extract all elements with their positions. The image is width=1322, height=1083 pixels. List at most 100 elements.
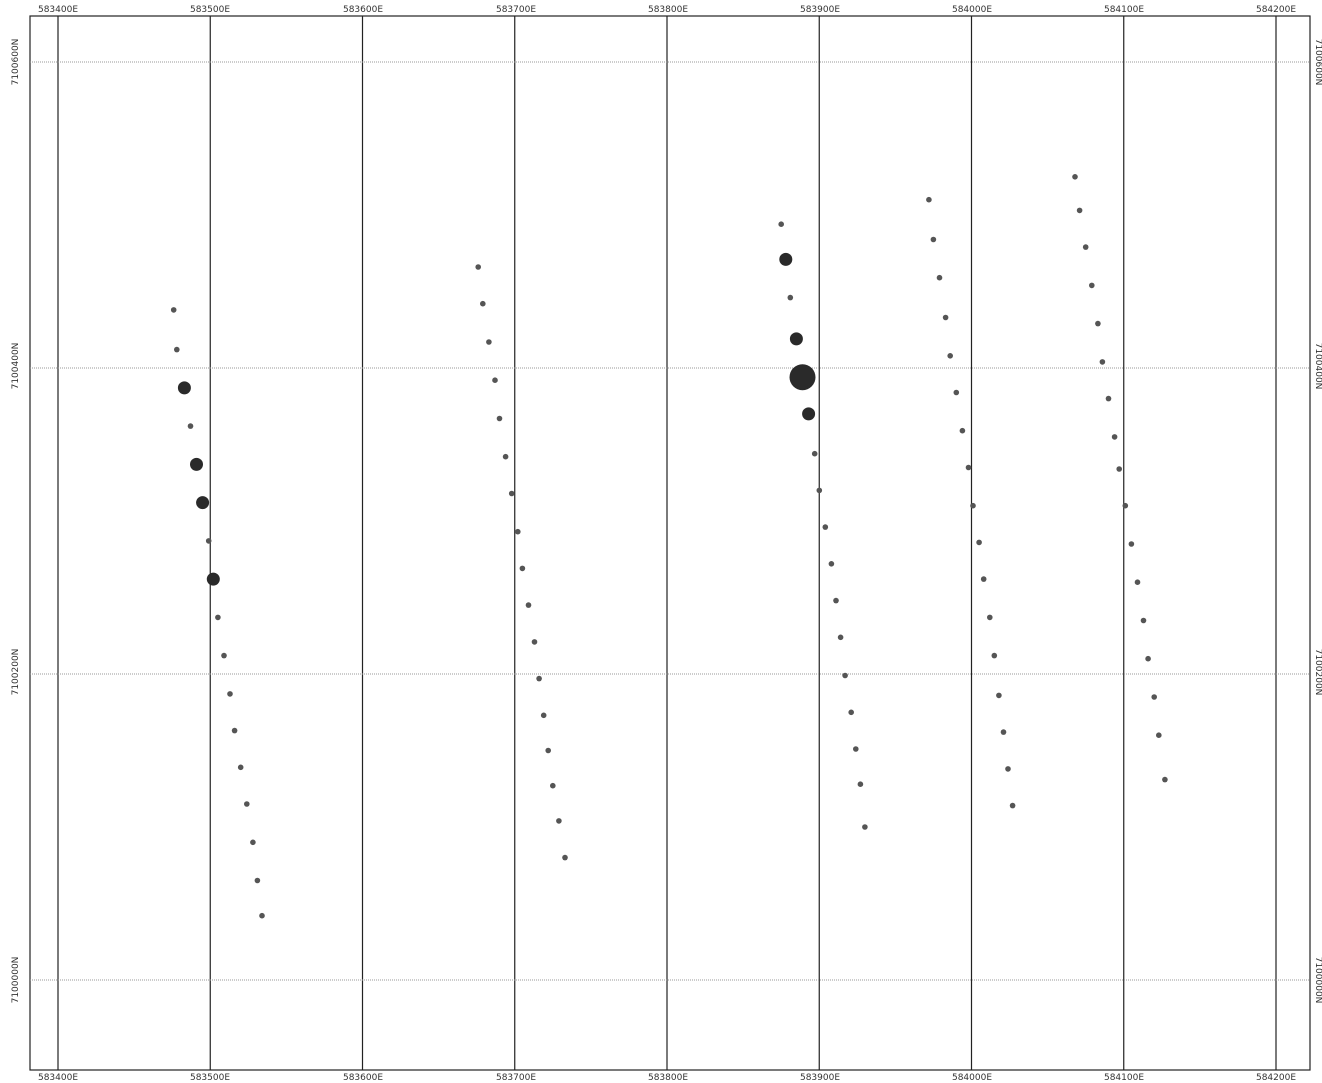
data-point <box>1000 729 1007 735</box>
data-point <box>221 652 227 659</box>
bottom-easting-label: 583400E <box>38 1073 78 1083</box>
top-easting-label: 583700E <box>496 5 536 15</box>
data-point <box>1095 320 1101 327</box>
data-point <box>991 652 998 659</box>
data-point <box>536 675 542 682</box>
bottom-easting-label: 583900E <box>800 1073 840 1083</box>
data-point <box>789 332 803 346</box>
top-easting-label: 583400E <box>38 5 78 15</box>
right-northing-labels: 7100600N 7100400N 7100200N 7100000N <box>1313 39 1322 1004</box>
data-point <box>1145 655 1151 662</box>
data-point <box>822 524 829 530</box>
data-point <box>1116 466 1122 472</box>
right-northing-label: 7100200N <box>1313 649 1322 696</box>
data-point <box>953 389 960 396</box>
data-point <box>1099 359 1106 365</box>
data-point <box>1009 802 1016 809</box>
data-point <box>1128 541 1135 547</box>
data-point <box>1072 174 1078 180</box>
data-point <box>205 538 212 544</box>
data-point <box>787 294 794 301</box>
left-northing-label: 7100200N <box>11 649 21 696</box>
data-point <box>486 339 492 345</box>
data-point <box>1151 694 1157 700</box>
data-point <box>556 818 562 824</box>
data-point <box>1076 207 1083 214</box>
data-point <box>545 747 551 754</box>
data-point <box>848 709 854 716</box>
data-point <box>525 602 532 608</box>
data-point <box>965 464 972 471</box>
data-point <box>926 196 932 203</box>
top-easting-label: 583600E <box>343 5 383 15</box>
data-point <box>930 236 937 243</box>
top-easting-label: 584100E <box>1104 5 1144 15</box>
top-easting-label: 583900E <box>800 5 840 15</box>
data-point <box>206 572 220 586</box>
data-point <box>1122 502 1129 509</box>
bottom-easting-label: 583700E <box>496 1073 536 1083</box>
data-point <box>259 912 265 919</box>
data-point <box>833 597 839 604</box>
data-point <box>187 423 194 429</box>
data-point <box>496 415 503 422</box>
data-point <box>254 877 261 884</box>
data-point <box>802 407 816 421</box>
data-point <box>250 839 256 846</box>
data-point <box>857 781 864 787</box>
data-point <box>227 691 233 697</box>
data-point <box>190 457 203 471</box>
data-point <box>1005 766 1011 772</box>
top-easting-labels: 583400E 583500E 583600E 583700E 583800E … <box>38 5 1296 15</box>
data-point <box>779 252 793 266</box>
data-point <box>231 727 238 734</box>
data-point <box>492 377 498 384</box>
right-northing-label: 7100000N <box>1313 957 1322 1004</box>
data-point <box>215 614 221 621</box>
bottom-easting-label: 583500E <box>190 1073 230 1083</box>
data-point <box>970 502 976 509</box>
data-point <box>177 381 191 395</box>
data-point <box>1162 776 1168 783</box>
data-point <box>475 264 482 270</box>
data-point <box>862 824 868 830</box>
bottom-easting-label: 584000E <box>952 1073 992 1083</box>
data-point <box>531 639 538 645</box>
top-easting-label: 583500E <box>190 5 230 15</box>
data-point <box>987 614 993 621</box>
data-point <box>237 764 244 771</box>
data-point <box>1105 395 1112 402</box>
data-point <box>942 314 949 321</box>
data-point <box>980 576 987 582</box>
data-point <box>816 487 823 494</box>
data-point <box>1134 579 1141 585</box>
northing-gridlines <box>30 61 1310 981</box>
data-point <box>1082 244 1089 250</box>
data-point <box>936 274 943 281</box>
data-point <box>778 221 784 227</box>
bottom-easting-label: 583800E <box>648 1073 688 1083</box>
data-point <box>244 801 250 807</box>
data-point <box>540 712 547 719</box>
left-northing-label: 7100400N <box>11 343 21 390</box>
data-point <box>842 672 848 679</box>
data-point <box>996 692 1002 699</box>
data-point <box>515 528 521 535</box>
data-point <box>1140 617 1147 624</box>
easting-gridlines <box>57 16 1277 1070</box>
data-point <box>947 353 953 359</box>
data-point <box>837 634 844 641</box>
data-point <box>519 565 526 572</box>
top-easting-label: 584200E <box>1256 5 1296 15</box>
data-point <box>1089 282 1095 289</box>
left-northing-labels: 7100600N 7100400N 7100200N 7100000N <box>11 39 21 1004</box>
map-frame <box>29 15 1311 1071</box>
left-northing-label: 7100000N <box>11 957 21 1004</box>
data-point <box>196 496 210 510</box>
data-point <box>480 300 486 307</box>
right-northing-label: 7100400N <box>1313 343 1322 390</box>
point-markers <box>170 174 1168 919</box>
top-easting-label: 584000E <box>952 5 992 15</box>
